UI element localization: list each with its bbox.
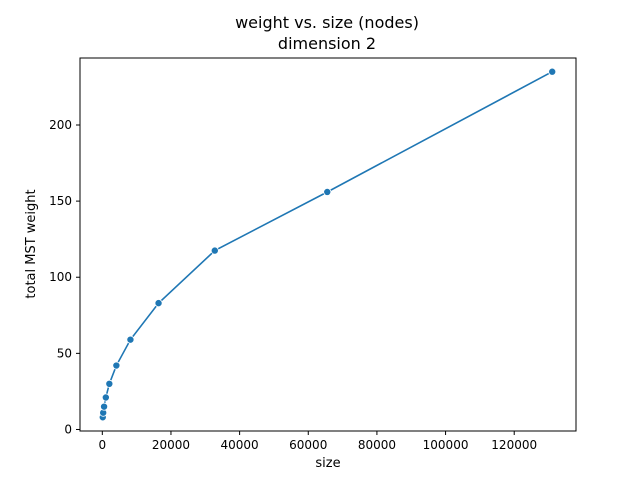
series-line bbox=[101, 70, 553, 418]
data-point bbox=[101, 393, 110, 402]
y-tick-label: 50 bbox=[57, 346, 72, 360]
x-tick-label: 40000 bbox=[221, 438, 259, 452]
y-axis-ticks: 0 50 100 150 200 bbox=[49, 118, 80, 436]
data-point bbox=[112, 361, 121, 370]
x-axis-ticks: 0 20000 40000 60000 80000 100000 120000 bbox=[98, 431, 537, 452]
data-point bbox=[105, 379, 114, 388]
x-axis-label: size bbox=[315, 456, 340, 471]
data-point bbox=[210, 246, 219, 255]
y-tick-label: 100 bbox=[49, 270, 72, 284]
y-tick-label: 150 bbox=[49, 194, 72, 208]
x-tick-label: 20000 bbox=[152, 438, 190, 452]
data-point bbox=[126, 335, 135, 344]
x-tick-label: 120000 bbox=[491, 438, 537, 452]
y-tick-label: 200 bbox=[49, 118, 72, 132]
data-point bbox=[323, 187, 332, 196]
data-point bbox=[154, 299, 163, 308]
chart-title: weight vs. size (nodes) bbox=[235, 13, 419, 32]
x-tick-label: 80000 bbox=[358, 438, 396, 452]
y-axis-label: total MST weight bbox=[24, 189, 39, 298]
x-tick-label: 100000 bbox=[423, 438, 469, 452]
chart-subtitle: dimension 2 bbox=[278, 34, 376, 53]
data-point bbox=[100, 402, 109, 411]
x-tick-label: 0 bbox=[98, 438, 106, 452]
x-tick-label: 60000 bbox=[289, 438, 327, 452]
y-tick-label: 0 bbox=[64, 422, 72, 436]
series-layer bbox=[98, 67, 557, 422]
data-point bbox=[548, 67, 557, 76]
plot-frame bbox=[79, 57, 577, 432]
